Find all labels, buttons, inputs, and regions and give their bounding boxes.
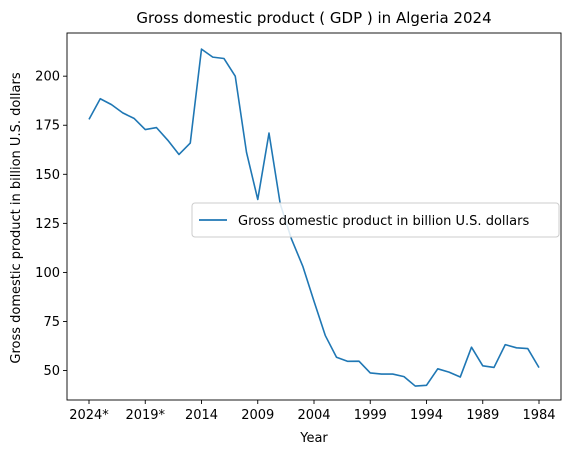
x-tick-label: 1999 [354, 408, 387, 423]
x-tick-label: 1989 [466, 408, 499, 423]
y-tick-label: 150 [35, 168, 60, 183]
legend-series-label: Gross domestic product in billion U.S. d… [238, 214, 529, 229]
plot-area: 50 75 100 125 150 175 200 2024* 2019* 2014 2009 200… [35, 32, 562, 423]
x-tick-label: 2004 [297, 408, 330, 423]
series-line-gdp [88, 48, 540, 387]
y-tick-label: 100 [35, 266, 60, 281]
x-tick-label: 2024* [69, 408, 109, 423]
y-axis-label: Gross domestic product in billion U.S. d… [9, 72, 24, 363]
x-tick-label: 1994 [410, 408, 443, 423]
chart-title: Gross domestic product ( GDP ) in Algeri… [136, 9, 491, 27]
y-tick-label: 50 [43, 364, 60, 379]
legend-box [191, 202, 560, 238]
x-tick-label: 2014 [185, 408, 218, 423]
y-tick-label: 200 [35, 70, 60, 85]
y-tick-label: 175 [35, 119, 60, 134]
y-tick-label: 125 [35, 217, 60, 232]
x-tick-label: 1984 [522, 408, 555, 423]
x-tick-label: 2019* [125, 408, 165, 423]
y-tick-label: 75 [43, 315, 60, 330]
legend: Gross domestic product in billion U.S. d… [191, 202, 560, 238]
x-axis-label: Year [299, 431, 328, 446]
x-tick-label: 2009 [241, 408, 274, 423]
